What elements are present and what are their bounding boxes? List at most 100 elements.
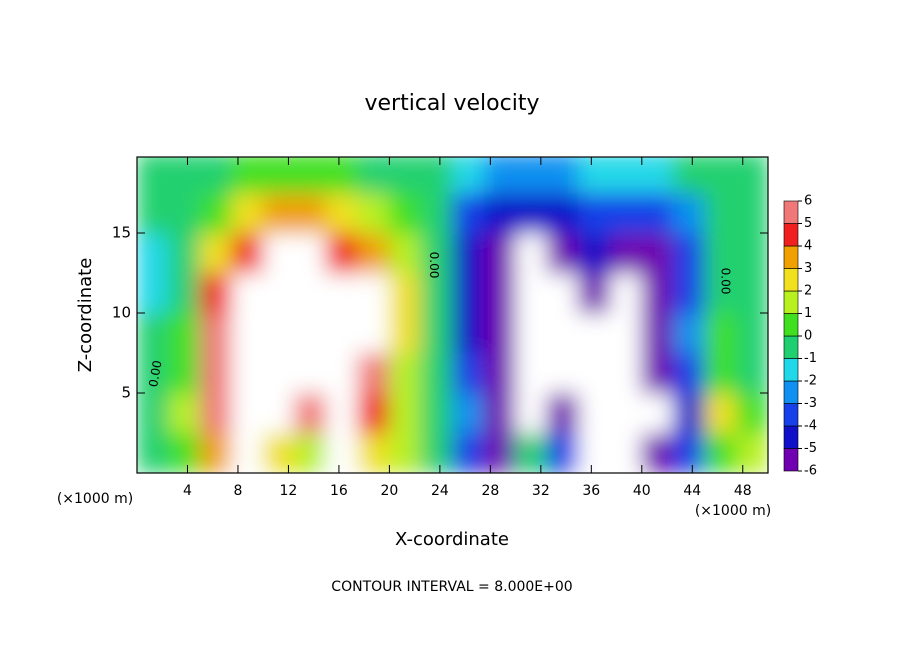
field-cell xyxy=(168,432,201,473)
field-cell xyxy=(262,312,296,354)
field-cell xyxy=(357,432,390,473)
field-cell xyxy=(357,312,390,354)
field-cell xyxy=(231,192,264,234)
field-cell xyxy=(641,392,674,434)
field-cell xyxy=(578,392,611,434)
field-cell xyxy=(137,157,170,194)
field-cell xyxy=(578,352,611,394)
field-cell xyxy=(137,272,170,314)
x-tick-label: 8 xyxy=(233,483,242,499)
x-tick-label: 16 xyxy=(330,483,348,499)
contour-label: 0.00 xyxy=(427,252,441,279)
field-cell xyxy=(578,157,611,194)
field-cell xyxy=(578,192,611,234)
field-cell xyxy=(704,272,737,314)
x-tick-label: 40 xyxy=(633,483,651,499)
colorbar-tick-label: 4 xyxy=(804,239,812,254)
colorbar-tick-label: 0 xyxy=(804,329,812,344)
field-cell xyxy=(641,352,674,394)
field-cell xyxy=(483,352,517,394)
field-cell xyxy=(609,392,643,434)
colorbar-swatch xyxy=(783,425,799,449)
x-tick-label: 4 xyxy=(183,483,192,499)
field-cell xyxy=(262,272,296,314)
field-cell xyxy=(294,192,327,234)
field-cell xyxy=(420,157,453,194)
y-tick-label: 10 xyxy=(112,304,131,322)
field-cell xyxy=(231,392,264,434)
field-cell xyxy=(609,192,643,234)
field-cell xyxy=(168,352,201,394)
colorbar-swatch xyxy=(783,245,799,269)
field-cell xyxy=(452,432,485,473)
colorbar-swatch xyxy=(783,313,799,337)
x-tick-label: 32 xyxy=(532,483,550,499)
field-cell xyxy=(515,272,548,314)
field-cell xyxy=(672,432,706,473)
field-cell xyxy=(483,392,517,434)
field-cell xyxy=(546,192,580,234)
field-cell xyxy=(388,392,422,434)
field-cell xyxy=(388,232,422,274)
x-tick-label: 12 xyxy=(280,483,298,499)
field-cell xyxy=(262,352,296,394)
field-cell xyxy=(294,392,327,434)
field-cells xyxy=(137,157,768,473)
field-cell xyxy=(641,432,674,473)
field-cell xyxy=(515,432,548,473)
field-cell xyxy=(704,312,737,354)
field-cell xyxy=(578,232,611,274)
field-cell xyxy=(231,432,264,473)
x-tick-label: 36 xyxy=(582,483,600,499)
field-cell xyxy=(483,432,517,473)
field-cell xyxy=(672,312,706,354)
field-cell xyxy=(168,392,201,434)
footer-note: CONTOUR INTERVAL = 8.000E+00 xyxy=(331,579,572,595)
field-cell xyxy=(546,232,580,274)
field-cell xyxy=(672,232,706,274)
field-cell xyxy=(578,432,611,473)
field-cell xyxy=(199,232,233,274)
field-cell xyxy=(641,232,674,274)
field-cell xyxy=(388,352,422,394)
field-cell xyxy=(294,352,327,394)
colorbar-tick-label: 6 xyxy=(804,194,812,209)
field-cell xyxy=(262,432,296,473)
field-cell xyxy=(137,352,170,394)
colorbar-tick-label: -5 xyxy=(804,441,817,456)
field-cell xyxy=(168,312,201,354)
field-cell xyxy=(199,392,233,434)
field-cell xyxy=(515,192,548,234)
field-cell xyxy=(137,432,170,473)
colorbar-tick-label: 5 xyxy=(804,216,812,231)
field-cell xyxy=(672,272,706,314)
field-cell xyxy=(294,157,327,194)
field-cell xyxy=(452,392,485,434)
field-cell xyxy=(420,352,453,394)
field-cell xyxy=(735,392,768,434)
colorbar-swatch xyxy=(783,403,799,427)
field-cell xyxy=(231,232,264,274)
colorbar-swatch xyxy=(783,268,799,292)
field-cell xyxy=(609,312,643,354)
field-cell xyxy=(641,312,674,354)
field-cell xyxy=(168,272,201,314)
field-cell xyxy=(388,272,422,314)
field-cell xyxy=(483,232,517,274)
field-cell xyxy=(420,312,453,354)
field-cell xyxy=(546,157,580,194)
field-cell xyxy=(672,192,706,234)
field-cell xyxy=(357,232,390,274)
field-cell xyxy=(231,312,264,354)
field-cell xyxy=(420,192,453,234)
field-cell xyxy=(137,192,170,234)
field xyxy=(137,157,768,473)
field-cell xyxy=(325,312,359,354)
field-cell xyxy=(294,312,327,354)
field-cell xyxy=(452,352,485,394)
field-cell xyxy=(735,272,768,314)
colorbar-swatch xyxy=(783,335,799,359)
field-cell xyxy=(168,157,201,194)
field-cell xyxy=(294,432,327,473)
